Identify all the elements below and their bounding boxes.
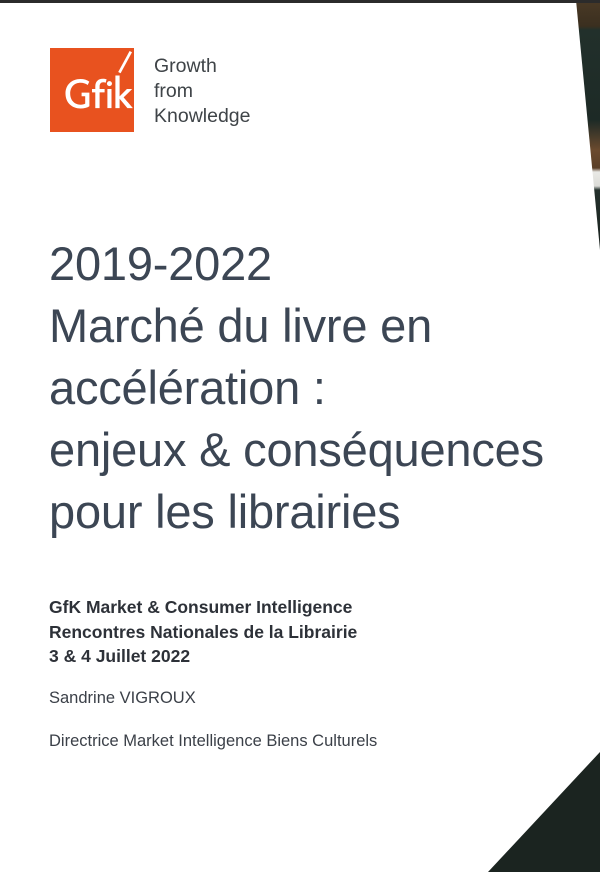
slide-credits: GfK Market & Consumer Intelligence Renco…	[49, 595, 549, 753]
top-edge-rule	[0, 0, 600, 3]
credits-event: Rencontres Nationales de la Librairie	[49, 621, 358, 642]
title-line-4: enjeux & conséquences	[49, 423, 544, 476]
credits-date: 3 & 4 Juillet 2022	[49, 646, 191, 666]
title-line-5: pour les librairies	[49, 485, 401, 538]
slide-title: 2019-2022 Marché du livre en accélératio…	[49, 233, 589, 543]
decorative-photo-wedge	[538, 0, 600, 250]
tagline-line-3: Knowledge	[154, 105, 251, 127]
tagline-line-2: from	[154, 80, 193, 102]
title-line-2: Marché du livre en	[49, 299, 433, 352]
tagline-line-1: Growth	[154, 55, 217, 77]
credits-role: Directrice Market Intelligence Biens Cul…	[49, 731, 378, 750]
credits-author: Sandrine VIGROUX	[49, 688, 196, 707]
credits-organization: GfK Market & Consumer Intelligence	[49, 597, 353, 617]
decorative-corner-triangle	[488, 752, 600, 872]
title-line-3: accélération :	[49, 361, 326, 414]
gfk-logo: Growth from Knowledge	[50, 48, 251, 132]
gfk-tagline: Growth from Knowledge	[154, 48, 251, 129]
title-line-1: 2019-2022	[49, 237, 272, 290]
gfk-logo-icon	[50, 48, 134, 132]
